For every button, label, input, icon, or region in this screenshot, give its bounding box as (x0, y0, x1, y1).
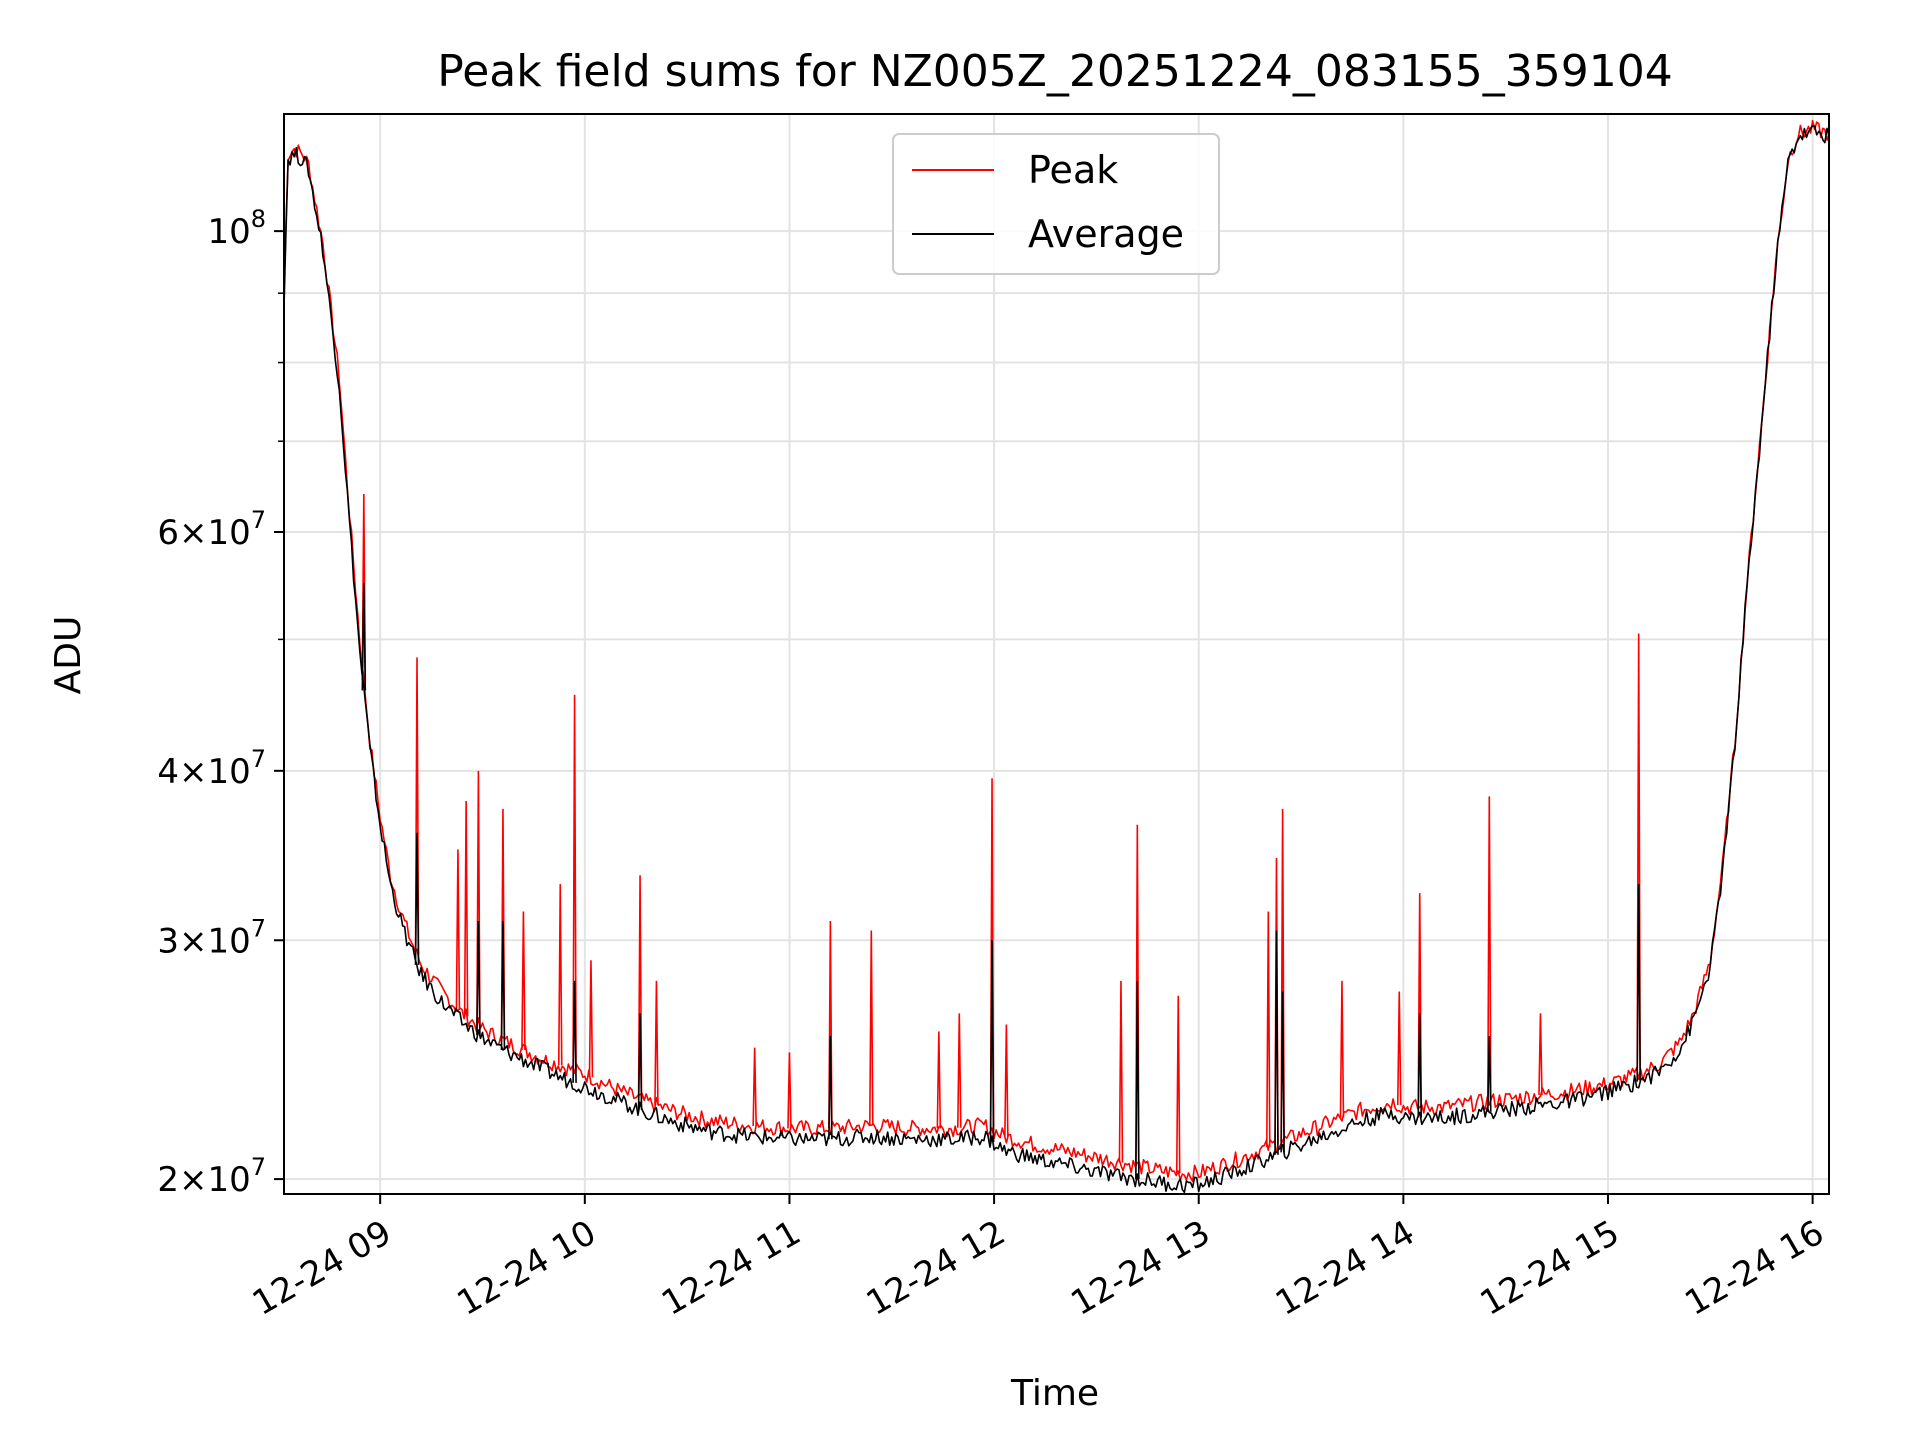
y-tick-base: 2 (157, 1160, 179, 1200)
spike-average (1135, 980, 1140, 1180)
y-tick-ten: 10 (207, 212, 250, 252)
spike-peak (1266, 911, 1271, 1148)
spike-peak (1004, 1024, 1009, 1138)
spike-average (1280, 991, 1285, 1153)
spike-average (1636, 884, 1641, 1082)
series-line-average (284, 125, 1829, 1194)
y-tick-times: ×10 (179, 752, 251, 792)
spike-average (1417, 1013, 1423, 1118)
y-tick-label: 2×107 (157, 1153, 266, 1200)
chart-title: Peak field sums for NZ005Z_20251224_0831… (437, 46, 1673, 97)
y-tick-times: ×10 (179, 921, 251, 961)
spike-peak (637, 875, 643, 1100)
y-tick-exponent: 7 (251, 1153, 266, 1181)
spike-peak (936, 1031, 942, 1129)
y-tick-exponent: 7 (251, 745, 266, 773)
legend-label-average: Average (1028, 212, 1184, 256)
spike-average (500, 920, 506, 1051)
y-tick-exponent: 7 (251, 914, 266, 942)
y-tick-base: 6 (157, 513, 179, 553)
y-tick-label: 4×107 (157, 745, 266, 792)
spike-average (572, 980, 577, 1083)
spike-average (414, 832, 420, 965)
x-axis-label: Time (1010, 1373, 1099, 1414)
y-tick-base: 3 (157, 921, 179, 961)
spike-peak (1339, 980, 1345, 1118)
spike-peak (1175, 995, 1181, 1174)
spike-peak (588, 960, 594, 1078)
spike-average (989, 940, 995, 1143)
plot-frame (283, 113, 1830, 1195)
y-tick-exponent: 8 (251, 205, 266, 233)
y-tick-exponent: 7 (251, 506, 266, 534)
spike-peak (956, 1013, 962, 1128)
spike-average (476, 920, 481, 1036)
spike-peak (521, 911, 526, 1051)
y-tick-times: ×10 (179, 1160, 251, 1200)
spike-peak (463, 801, 469, 1017)
spike-peak (1538, 1013, 1543, 1095)
y-axis-label: ADU (48, 616, 89, 695)
y-tick-label: 6×107 (157, 506, 266, 553)
y-tick-label: 3×107 (157, 914, 266, 961)
spike-average (1274, 930, 1279, 1155)
spike-average (637, 1013, 643, 1110)
spike-peak (752, 1047, 757, 1127)
spike-peak (869, 930, 874, 1126)
spike-peak (455, 849, 461, 1009)
spike-average (361, 583, 367, 691)
spike-peak (557, 884, 563, 1066)
spike-peak (654, 980, 659, 1106)
legend-label-peak: Peak (1028, 148, 1118, 192)
series-average (284, 125, 1829, 1194)
spike-peak (572, 694, 577, 1071)
series-layer (284, 119, 1829, 1194)
legend: Peak Average (892, 133, 1220, 275)
grid (284, 114, 1829, 1194)
spike-peak (1396, 991, 1402, 1106)
y-tick-base: 4 (157, 752, 179, 792)
spike-average (828, 1035, 833, 1140)
spike-peak (1118, 980, 1124, 1163)
spike-peak (1487, 796, 1492, 1102)
spike-average (1487, 1035, 1492, 1112)
y-tick-label: 108 (207, 205, 266, 252)
y-tick-times: ×10 (179, 513, 251, 553)
spike-peak (787, 1052, 792, 1129)
